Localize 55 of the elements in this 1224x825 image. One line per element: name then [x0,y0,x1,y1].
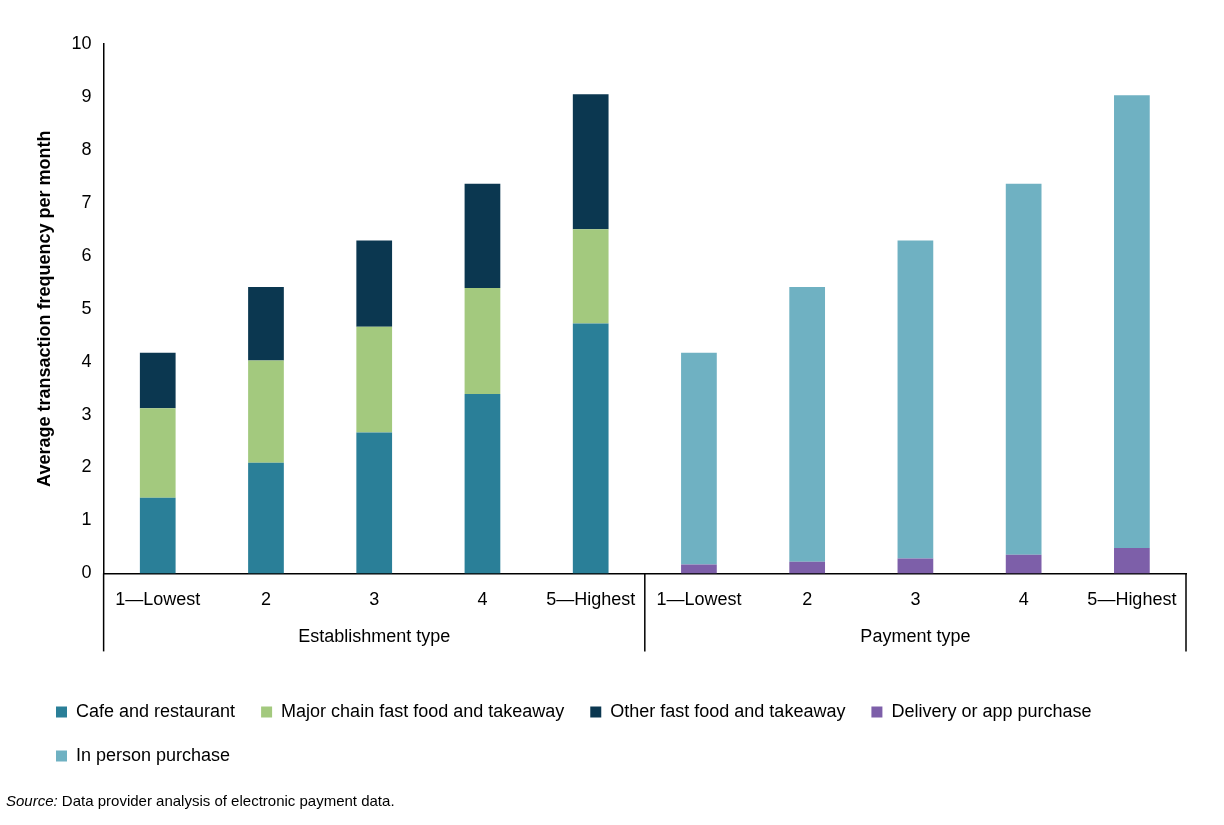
y-tick-label: 8 [81,138,92,159]
y-tick-label: 10 [71,32,92,53]
y-tick-label: 1 [81,509,92,530]
source-note: Source: Data provider analysis of electronic payment data. [6,792,395,809]
x-tick-label: 5—Highest [1087,589,1177,610]
x-tick-label: 3 [910,589,921,610]
x-tick-label: 1—Lowest [115,589,201,610]
bar [139,408,176,498]
legend-label: Cafe and restaurant [76,700,236,721]
y-tick-label: 7 [81,191,92,212]
bar [464,288,501,394]
legend-label: Other fast food and takeaway [610,700,846,721]
bar [356,326,393,433]
y-tick-label: 0 [81,562,92,583]
bar [681,352,717,565]
bar [572,323,609,574]
x-tick-label: 3 [369,589,380,610]
legend-label: Delivery or app purchase [891,700,1092,721]
bar [572,229,609,324]
x-tick-label: 1—Lowest [656,589,742,610]
bar [897,558,934,574]
bar [789,287,826,562]
bar [1114,95,1150,548]
bar [464,393,501,574]
bar [139,352,176,409]
y-tick-label: 2 [81,456,92,477]
bar [248,287,284,361]
y-tick-label: 4 [81,350,92,371]
bar [248,360,284,463]
y-tick-label: 5 [81,297,92,318]
text: Payment type [860,626,971,647]
bar [1114,547,1150,574]
bar [572,94,609,230]
bar [1005,183,1042,555]
x-tick-label: 2 [260,589,271,610]
x-tick-label: 4 [477,589,488,610]
bar [464,183,501,289]
bar [139,497,176,574]
x-tick-label: 2 [802,589,813,610]
bar [681,564,717,574]
x-tick-label: 5—Highest [546,589,636,610]
y-tick-label: 6 [81,244,92,265]
legend-label: Major chain fast food and takeaway [281,700,565,721]
bar [789,561,826,574]
bar [356,432,393,574]
legend-label: In person purchase [76,744,231,765]
x-tick-label: 4 [1018,589,1029,610]
y-tick-label: 9 [81,85,92,106]
bar [248,462,284,574]
text: Establishment type [298,626,451,647]
bar [356,240,393,327]
bar [897,240,934,559]
y-axis-title: Average transaction frequency per month [33,130,54,487]
y-tick-label: 3 [81,403,92,424]
bar [1005,554,1042,574]
